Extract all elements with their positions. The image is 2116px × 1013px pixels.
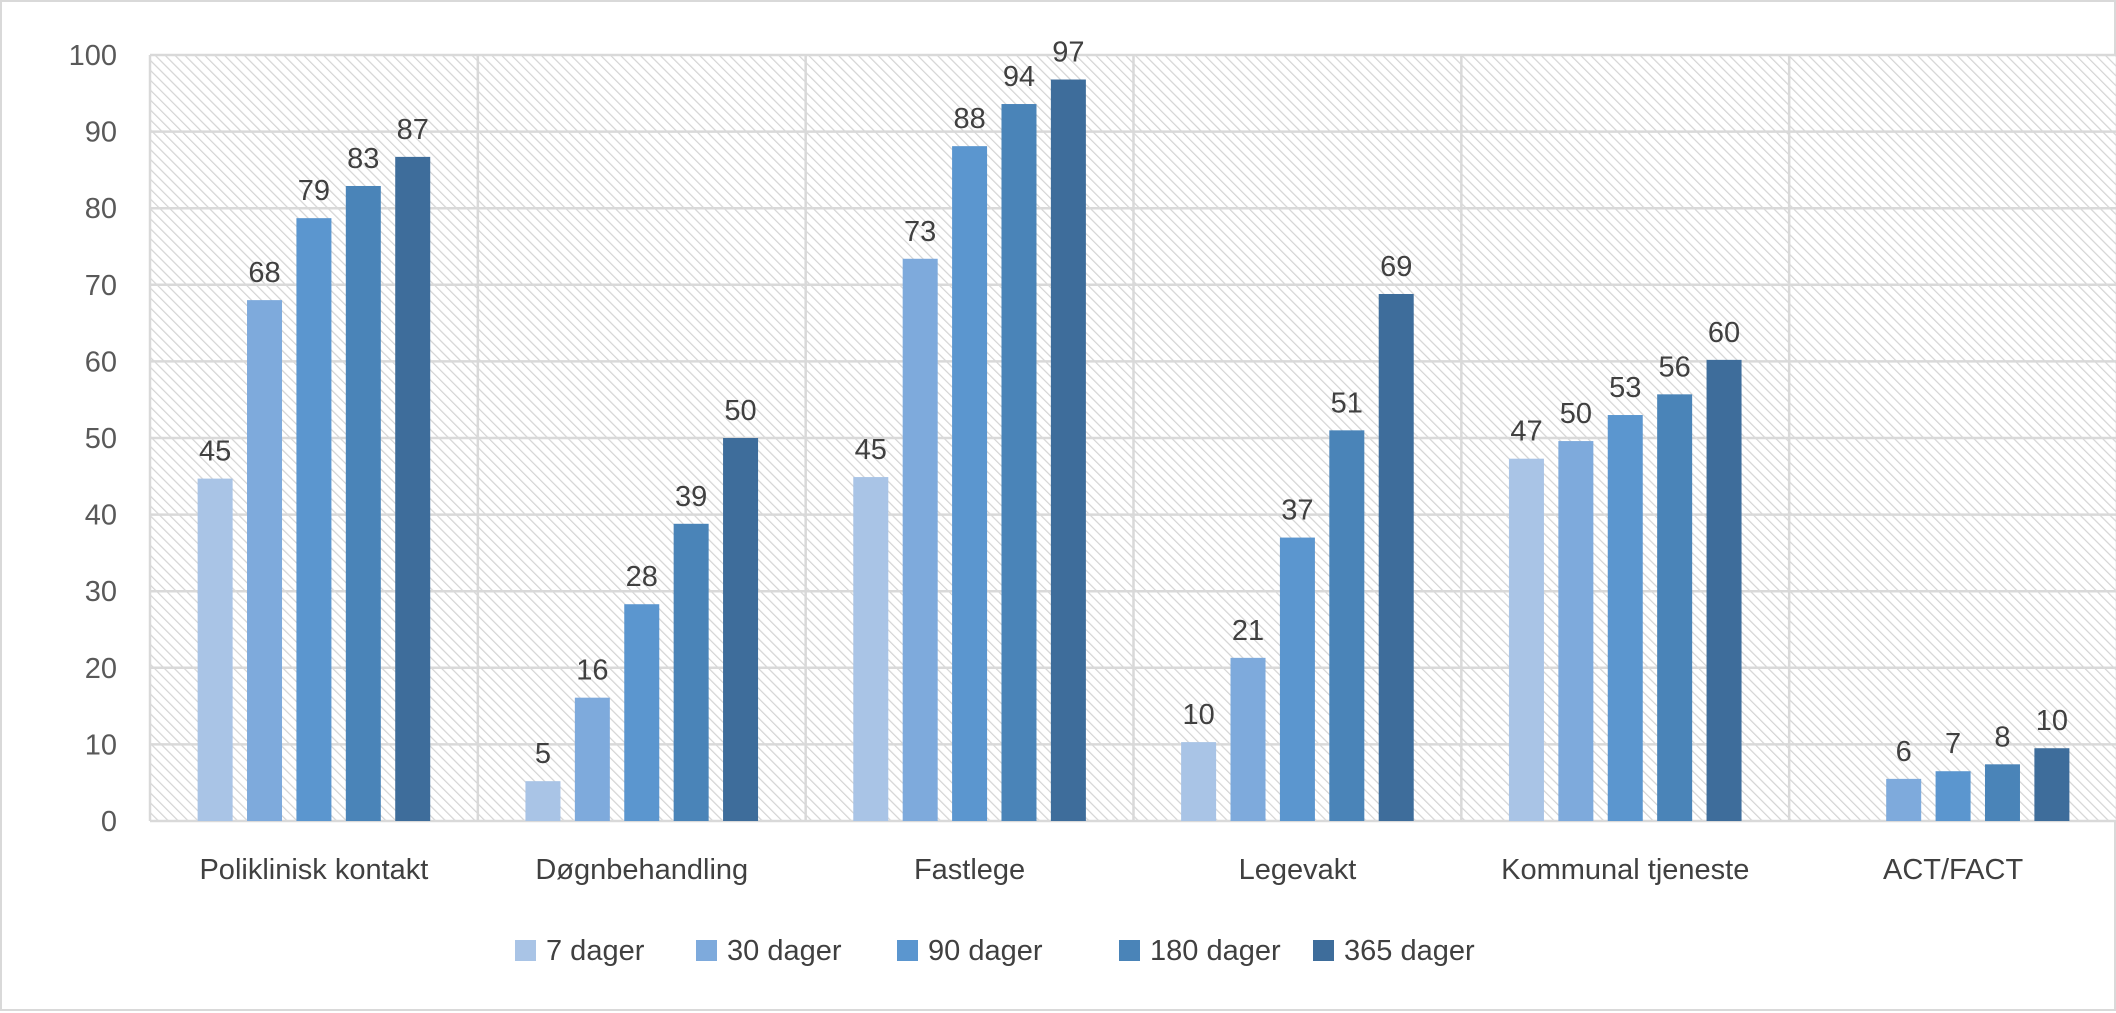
y-axis: 0 10 20 30 40 50 60 70 80 90 100 (69, 40, 117, 838)
data-label: 94 (1003, 61, 1035, 93)
bar (1984, 764, 2020, 821)
data-label: 10 (2036, 705, 2068, 737)
data-label: 53 (1609, 372, 1641, 404)
bar (574, 697, 610, 821)
y-tick-label: 60 (85, 346, 117, 378)
bar (296, 218, 332, 821)
x-category-label: ACT/FACT (1883, 854, 2023, 886)
y-tick-label: 0 (101, 806, 117, 838)
data-label: 69 (1380, 251, 1412, 283)
data-label: 10 (1182, 699, 1214, 731)
data-label: 88 (953, 103, 985, 135)
y-tick-label: 80 (85, 193, 117, 225)
legend-swatch (515, 940, 536, 961)
data-label: 68 (248, 257, 280, 289)
data-label: 7 (1945, 728, 1961, 760)
bar (1279, 537, 1315, 821)
bar (1001, 104, 1037, 822)
bar (247, 300, 283, 821)
bar (1378, 293, 1414, 821)
bar (1230, 657, 1266, 821)
bar (1329, 430, 1365, 821)
bar (1558, 441, 1594, 821)
y-tick-label: 100 (69, 40, 117, 72)
y-tick-label: 10 (85, 729, 117, 761)
legend-label: 90 dager (928, 935, 1043, 967)
data-label: 79 (298, 175, 330, 207)
bar (2034, 748, 2070, 821)
y-tick-label: 40 (85, 500, 117, 532)
data-label: 73 (904, 216, 936, 248)
data-label: 83 (347, 143, 379, 175)
data-label: 56 (1659, 351, 1691, 383)
bar (902, 258, 938, 822)
bar (1706, 359, 1742, 821)
bar (624, 604, 660, 821)
legend-swatch (1119, 940, 1140, 961)
data-label: 47 (1510, 416, 1542, 448)
legend-label: 30 dager (727, 935, 842, 967)
bar (952, 146, 988, 822)
data-label: 21 (1232, 615, 1264, 647)
bar (853, 477, 889, 821)
data-label: 5 (535, 738, 551, 770)
bar (1935, 771, 1971, 821)
data-label: 50 (724, 395, 756, 427)
legend-swatch (897, 940, 918, 961)
y-tick-label: 30 (85, 576, 117, 608)
data-label: 39 (675, 481, 707, 513)
y-tick-label: 20 (85, 653, 117, 685)
bar (1050, 79, 1086, 821)
bars (197, 79, 2070, 822)
y-tick-label: 50 (85, 423, 117, 455)
bar (395, 156, 431, 822)
data-label: 28 (626, 561, 658, 593)
x-category-label: Kommunal tjeneste (1501, 854, 1749, 886)
y-tick-label: 70 (85, 270, 117, 302)
legend: 7 dager 30 dager 90 dager 180 dager 365 dage… (515, 935, 1475, 967)
bar (197, 478, 233, 821)
data-label: 60 (1708, 317, 1740, 349)
data-label: 6 (1896, 736, 1912, 768)
x-category-label: Legevakt (1239, 854, 1357, 886)
legend-item: 30 dager (696, 935, 842, 967)
gridlines (148, 53, 2116, 823)
bar (1607, 415, 1643, 821)
legend-item: 90 dager (897, 935, 1043, 967)
y-tick-label: 90 (85, 117, 117, 149)
bar (673, 523, 709, 821)
legend-label: 180 dager (1150, 935, 1281, 967)
x-category-label: Fastlege (914, 854, 1025, 886)
data-label: 45 (855, 434, 887, 466)
legend-item: 180 dager (1119, 935, 1281, 967)
data-label: 45 (199, 436, 231, 468)
legend-swatch (696, 940, 717, 961)
data-label: 8 (1994, 721, 2010, 753)
x-axis: Poliklinisk kontakt Døgnbehandling Fastleg… (199, 854, 2023, 886)
data-label: 50 (1560, 398, 1592, 430)
data-label: 97 (1052, 37, 1084, 69)
bar (1886, 778, 1922, 821)
data-labels: 4568798387516283950457388949710213751694… (199, 37, 2068, 771)
bar (345, 185, 381, 822)
data-label: 87 (397, 114, 429, 146)
bar (723, 438, 759, 821)
bar (525, 781, 561, 821)
x-category-label: Poliklinisk kontakt (199, 854, 428, 886)
legend-item: 365 dager (1313, 935, 1475, 967)
legend-label: 7 dager (546, 935, 645, 967)
legend-item: 7 dager (515, 935, 645, 967)
bar (1508, 458, 1544, 821)
x-category-label: Døgnbehandling (535, 854, 748, 886)
data-label: 16 (576, 655, 608, 687)
bar (1181, 742, 1217, 821)
legend-swatch (1313, 940, 1334, 961)
data-label: 51 (1331, 387, 1363, 419)
bar (1657, 394, 1693, 821)
legend-label: 365 dager (1344, 935, 1475, 967)
data-label: 37 (1281, 495, 1313, 527)
